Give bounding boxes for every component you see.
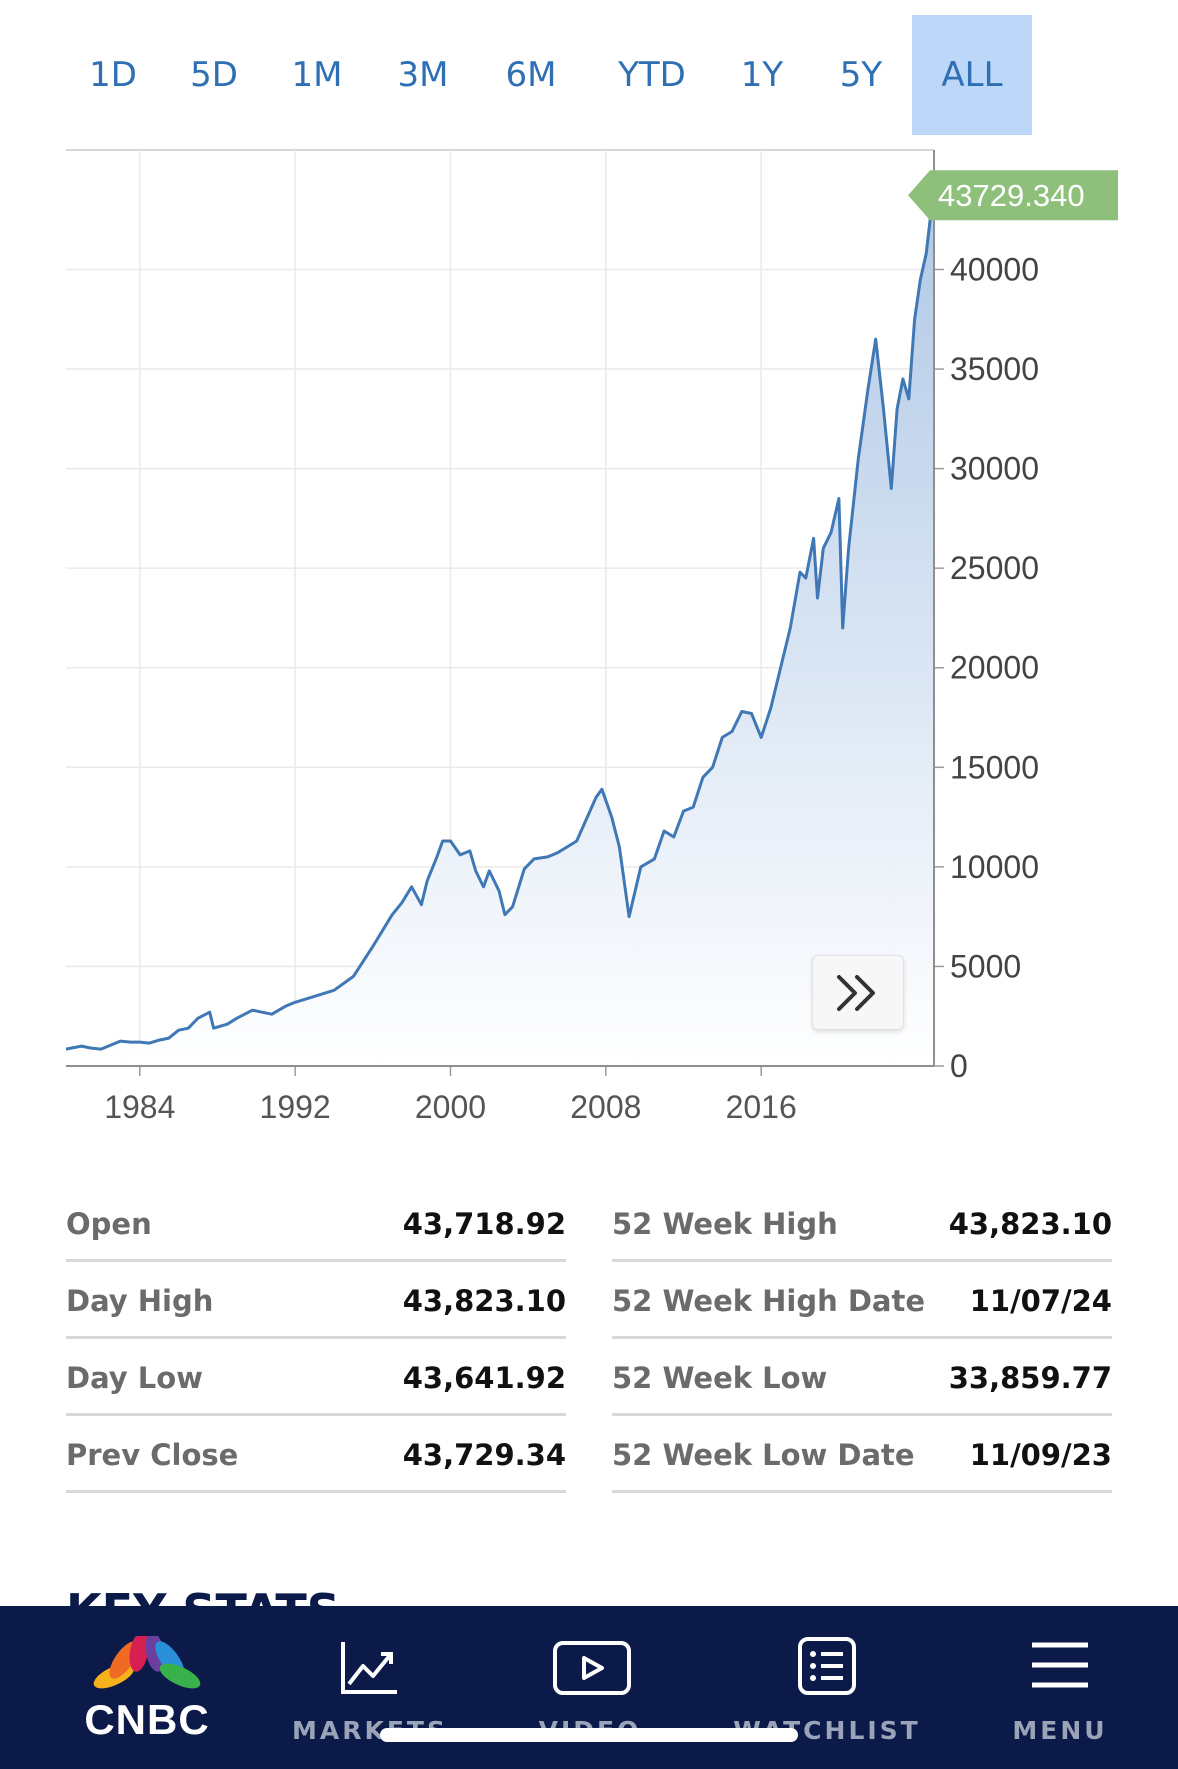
y-tick-label: 35000	[950, 351, 1039, 387]
nav-home-cnbc[interactable]: CNBC	[62, 1606, 232, 1769]
x-tick-label: 2000	[415, 1089, 486, 1125]
y-tick-label: 30000	[950, 451, 1039, 487]
video-play-icon	[553, 1641, 631, 1695]
tab-6m[interactable]: 6M	[505, 55, 557, 95]
stat-value: 43,718.92	[402, 1207, 566, 1241]
stat-row-day-low: Day Low 43,641.92	[66, 1339, 566, 1416]
stat-value: 43,729.34	[402, 1438, 566, 1472]
stat-value: 43,641.92	[402, 1361, 566, 1395]
price-line	[65, 195, 935, 1051]
tab-5d[interactable]: 5D	[190, 55, 238, 95]
double-chevron-right-icon	[837, 974, 875, 1011]
stat-row-52-week-high: 52 Week High 43,823.10	[612, 1185, 1112, 1262]
stat-value: 33,859.77	[948, 1361, 1112, 1395]
x-tick-label: 1984	[104, 1089, 175, 1125]
expand-chart-button[interactable]	[812, 955, 904, 1030]
y-tick-label: 15000	[950, 749, 1039, 785]
home-indicator	[380, 1728, 798, 1742]
tab-all[interactable]: ALL	[912, 15, 1032, 135]
stat-row-52-week-low-date: 52 Week Low Date 11/09/23	[612, 1416, 1112, 1493]
stat-value: 43,823.10	[402, 1284, 566, 1318]
tab-ytd[interactable]: YTD	[618, 55, 686, 95]
range-tabs: 1D 5D 1M 3M 6M YTD 1Y 5Y ALL	[0, 15, 1178, 135]
nav-video[interactable]: VIDEO	[510, 1606, 670, 1769]
tab-5y[interactable]: 5Y	[839, 55, 883, 95]
y-tick-label: 20000	[950, 650, 1039, 686]
stats-left-column: Open 43,718.92 Day High 43,823.10 Day Lo…	[66, 1185, 566, 1493]
stat-row-open: Open 43,718.92	[66, 1185, 566, 1262]
nav-menu[interactable]: MENU	[1000, 1606, 1120, 1769]
stat-value: 11/09/23	[969, 1438, 1112, 1472]
stat-row-day-high: Day High 43,823.10	[66, 1262, 566, 1339]
nav-watchlist[interactable]: WATCHLIST	[733, 1606, 918, 1769]
stat-value: 43,823.10	[948, 1207, 1112, 1241]
tab-1m[interactable]: 1M	[291, 55, 343, 95]
watchlist-list-icon	[798, 1637, 856, 1695]
price-area	[66, 195, 933, 1066]
last-price-tag: 43729.340	[908, 170, 1119, 221]
stat-row-52-week-high-date: 52 Week High Date 11/07/24	[612, 1262, 1112, 1339]
markets-chart-icon	[341, 1642, 397, 1694]
cnbc-peacock-logo-icon	[93, 1636, 201, 1698]
stat-label: Open	[66, 1207, 152, 1241]
stat-row-prev-close: Prev Close 43,729.34	[66, 1416, 566, 1493]
stat-label: Day Low	[66, 1361, 203, 1395]
nav-menu-label: MENU	[1012, 1716, 1108, 1745]
x-tick-label: 2008	[570, 1089, 641, 1125]
y-tick-label: 40000	[950, 251, 1039, 287]
y-tick-label: 5000	[950, 948, 1021, 984]
price-chart: 0 5000 10000 15000 20000 25000 30000 35000 40000…	[65, 149, 1119, 1125]
stat-row-52-week-low: 52 Week Low 33,859.77	[612, 1339, 1112, 1416]
tab-3m[interactable]: 3M	[397, 55, 449, 95]
cnbc-logo-text: CNBC	[84, 1696, 210, 1743]
tab-1d[interactable]: 1D	[89, 55, 137, 95]
stats-right-column: 52 Week High 43,823.10 52 Week High Date…	[612, 1185, 1112, 1493]
x-tick-label: 2016	[726, 1089, 797, 1125]
y-tick-label: 10000	[950, 849, 1039, 885]
nav-markets[interactable]: MARKETS	[290, 1606, 450, 1769]
hamburger-menu-icon	[1032, 1642, 1088, 1688]
stat-label: Day High	[66, 1284, 214, 1318]
last-price-label: 43729.340	[938, 178, 1085, 213]
stat-label: Prev Close	[66, 1438, 239, 1472]
stat-label: 52 Week High	[612, 1207, 838, 1241]
stat-label: 52 Week High Date	[612, 1284, 926, 1318]
tab-1y[interactable]: 1Y	[740, 55, 784, 95]
y-tick-label: 0	[950, 1048, 968, 1084]
x-tick-label: 1992	[260, 1089, 331, 1125]
stat-label: 52 Week Low Date	[612, 1438, 915, 1472]
section-heading-peek: KEY STATS	[66, 1588, 340, 1606]
bottom-nav: CNBC MARKETS VIDEO WATCHLIST	[0, 1606, 1178, 1769]
y-tick-label: 25000	[950, 550, 1039, 586]
stat-value: 11/07/24	[969, 1284, 1112, 1318]
stat-label: 52 Week Low	[612, 1361, 828, 1395]
